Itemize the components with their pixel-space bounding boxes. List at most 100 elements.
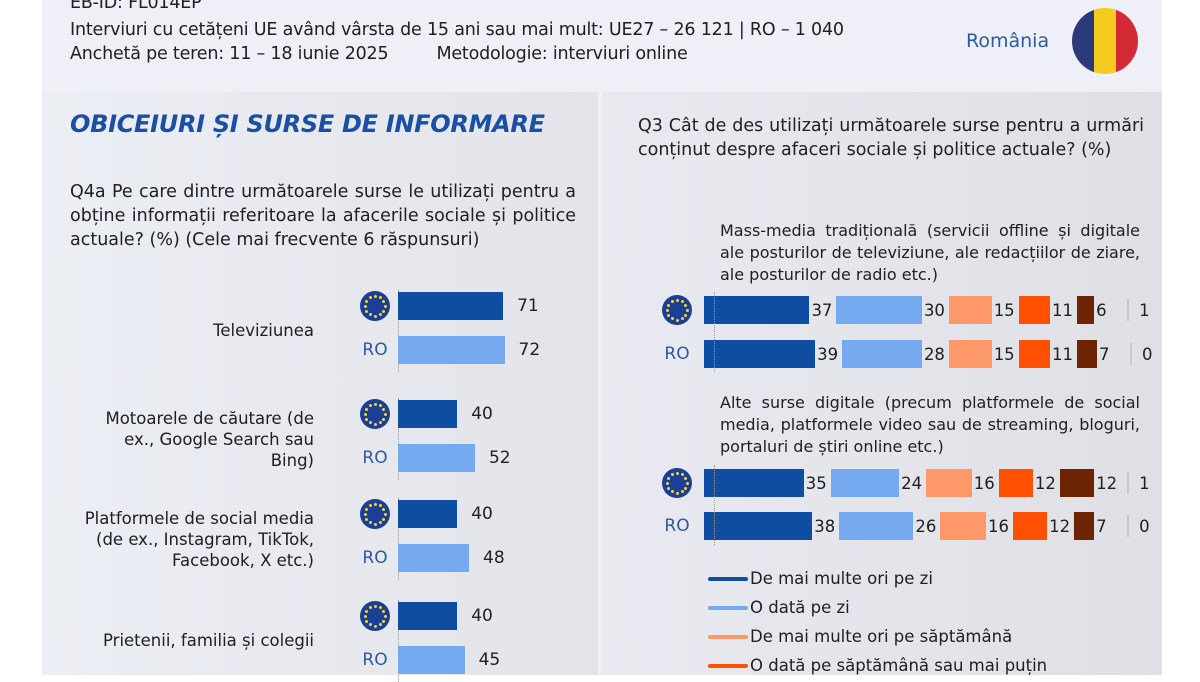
axis-line [398, 398, 399, 480]
segment-1: 28 [842, 340, 949, 368]
eu-value: 71 [517, 296, 539, 316]
q3-item-label: Mass-media tradițională (servicii offlin… [720, 221, 1140, 284]
eu-bar [398, 400, 458, 428]
legend-label: De mai multe ori pe săptămână [750, 627, 1013, 646]
ro-value: 45 [478, 650, 501, 670]
eu-value: 40 [471, 404, 493, 424]
eu-bar-row: 71 [352, 291, 539, 321]
segment-value: 1 [1139, 473, 1150, 493]
axis-line [714, 465, 715, 545]
question-q3: Q3 Cât de des utilizați următoarele surs… [638, 116, 1144, 160]
axis-line [398, 290, 399, 372]
segment-2: 15 [948, 296, 1019, 324]
segment-5: 0 [1124, 340, 1153, 368]
segment-value: 35 [805, 473, 827, 493]
fieldwork-dates: Anchetă pe teren: 11 – 18 iunie 2025 [70, 44, 389, 64]
segment-value: 15 [993, 344, 1015, 364]
legend-item: O dată pe zi [708, 593, 1047, 622]
segment-2: 16 [926, 469, 999, 497]
segment-value: 6 [1096, 300, 1107, 320]
eu-flag-icon [662, 468, 692, 498]
segment-value: 11 [1052, 300, 1074, 320]
legend-item: De mai multe ori pe zi [708, 564, 1047, 593]
left-panel: OBICEIURI ȘI SURSE DE INFORMARE Q4a Pe c… [42, 92, 598, 682]
segment-value: 30 [923, 300, 945, 320]
legend-swatch-icon [708, 663, 748, 668]
segment-value: 0 [1141, 344, 1153, 364]
segment-5: 1 [1121, 469, 1150, 497]
eu-stacked-row: 37 30 15 11 6 1 [660, 295, 1150, 325]
ro-bar [398, 544, 470, 572]
ro-stacked-row: RO 38 26 16 12 7 0 [660, 512, 1150, 540]
eu-flag-icon [360, 399, 390, 429]
segment-value: 28 [923, 344, 945, 364]
eu-flag-icon [360, 499, 390, 529]
segment-value: 12 [1096, 473, 1118, 493]
segment-4: 7 [1074, 512, 1121, 540]
legend-label: O dată pe zi [750, 598, 850, 617]
q4a-item-label: Platformele de social media (de ex., Ins… [84, 509, 314, 570]
eu-bar-row: 40 [352, 499, 493, 529]
legend-item: O dată pe săptămână sau mai puțin [708, 651, 1047, 680]
ro-key-label: RO [362, 448, 388, 468]
legend-label: De mai multe ori pe zi [750, 569, 933, 588]
segment-value: 7 [1096, 516, 1107, 536]
ro-stacked-row: RO 39 28 15 11 7 0 [660, 340, 1152, 368]
segment-5: 0 [1121, 512, 1150, 540]
q4a-item-label: Televiziunea [213, 321, 314, 340]
eu-flag-icon [360, 601, 390, 631]
segment-value: 15 [993, 300, 1015, 320]
segment-value: 39 [817, 344, 839, 364]
segment-value: 7 [1098, 344, 1110, 364]
ro-key-label: RO [664, 344, 690, 364]
ro-bar [398, 444, 475, 472]
country-name: România [966, 30, 1050, 52]
right-panel: Q3 Cât de des utilizați următoarele surs… [602, 92, 1162, 675]
ro-value: 52 [488, 448, 511, 468]
segment-1: 24 [830, 469, 926, 497]
fieldwork-methodology: Anchetă pe teren: 11 – 18 iunie 2025 Meto… [70, 44, 688, 64]
eb-id: EB-ID: FL014EP [70, 0, 202, 13]
axis-line [714, 292, 715, 372]
segment-3: 11 [1018, 340, 1077, 368]
legend-swatch-icon [708, 605, 748, 610]
segment-1: 26 [839, 512, 940, 540]
eu-value: 40 [471, 606, 493, 626]
methodology: Metodologie: interviuri online [436, 44, 688, 64]
factsheet-page: EB-ID: FL014EP Interviuri cu cetățeni UE… [42, 0, 1162, 682]
segment-0: 35 [704, 469, 831, 497]
segment-4: 12 [1059, 469, 1121, 497]
eu-stacked-row: 35 24 16 12 12 1 [660, 468, 1150, 498]
interviews-info: Interviuri cu cetățeni UE având vârsta d… [70, 20, 844, 40]
segment-value: 11 [1052, 344, 1074, 364]
segment-1: 30 [836, 296, 949, 324]
ro-bar-row: RO 72 [352, 336, 540, 364]
segment-value: 12 [1049, 516, 1071, 536]
ro-bar-row: RO 52 [352, 444, 511, 472]
ro-value: 48 [483, 548, 505, 568]
segment-3: 12 [1012, 512, 1074, 540]
ro-value: 72 [518, 340, 541, 360]
legend-item: De mai multe ori pe săptămână [708, 622, 1047, 651]
eu-flag-icon [662, 295, 692, 325]
question-q4a: Q4a Pe care dintre următoarele surse le … [70, 182, 576, 250]
frequency-legend: De mai multe ori pe zi O dată pe zi De mai… [708, 564, 1047, 680]
ro-bar-row: RO 45 [352, 646, 500, 674]
segment-5: 1 [1121, 296, 1150, 324]
romania-flag-icon [1072, 8, 1138, 74]
segment-3: 11 [1018, 296, 1077, 324]
q3-item-label: Alte surse digitale (precum platformele … [720, 393, 1140, 456]
axis-line [398, 600, 399, 682]
ro-bar [398, 336, 505, 364]
eu-bar-row: 40 [352, 399, 493, 429]
segment-2: 16 [940, 512, 1013, 540]
section-title: OBICEIURI ȘI SURSE DE INFORMARE [70, 110, 545, 138]
segment-3: 12 [998, 469, 1060, 497]
eu-bar-row: 40 [352, 601, 493, 631]
ro-bar [398, 646, 465, 674]
segment-value: 16 [973, 473, 995, 493]
legend-swatch-icon [708, 634, 748, 639]
segment-0: 38 [704, 512, 839, 540]
legend-swatch-icon [708, 576, 748, 581]
segment-value: 16 [987, 516, 1009, 536]
